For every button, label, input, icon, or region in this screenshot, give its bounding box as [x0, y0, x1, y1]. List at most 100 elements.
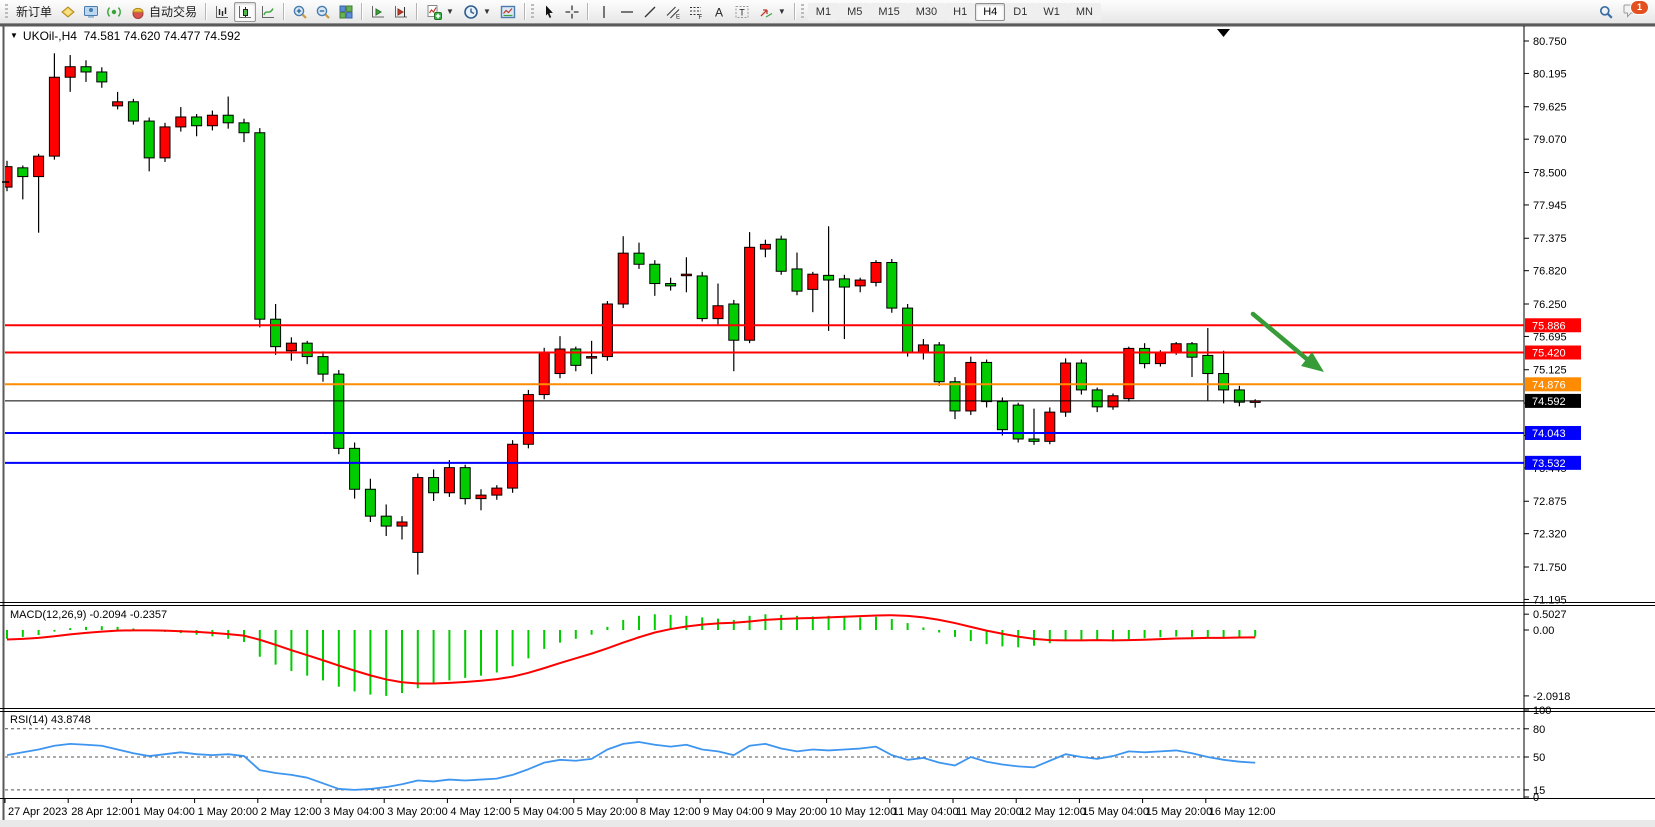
- timeframe-D1[interactable]: D1: [1005, 2, 1036, 21]
- zoom-in-button[interactable]: [289, 2, 311, 22]
- date-label: 8 May 12:00: [640, 806, 701, 818]
- separator: [283, 3, 286, 20]
- toolbar: 新订单 自动交易: [0, 0, 1655, 24]
- date-label: 12 May 12:00: [1019, 806, 1086, 818]
- candle: [412, 477, 424, 553]
- timeframe-W1[interactable]: W1: [1035, 2, 1068, 21]
- periods-button[interactable]: ▼: [459, 2, 495, 22]
- fibonacci-button[interactable]: F: [685, 2, 707, 22]
- price-axis-label: 75.125: [1533, 365, 1567, 377]
- candle: [491, 487, 503, 496]
- crosshair-button[interactable]: [561, 2, 583, 22]
- search-button[interactable]: [1595, 2, 1617, 22]
- candle: [206, 114, 218, 127]
- crosshair-icon: [565, 5, 579, 18]
- chat-button[interactable]: 1: [1623, 0, 1649, 22]
- auto-scroll-button[interactable]: [367, 2, 389, 22]
- timeframe-H1[interactable]: H1: [945, 2, 976, 21]
- toolbar-grip[interactable]: [5, 3, 8, 20]
- candle: [586, 356, 598, 359]
- price-axis-label: 72.875: [1533, 496, 1567, 508]
- price-axis-label: 78.500: [1533, 167, 1567, 179]
- separator: [793, 3, 796, 20]
- chart-background: [0, 24, 1655, 827]
- timeframe-H4[interactable]: H4: [975, 2, 1006, 21]
- signals-button[interactable]: [103, 2, 125, 22]
- arrows-objects-button[interactable]: ▼: [754, 2, 790, 22]
- toolbar-grip[interactable]: [530, 3, 534, 20]
- svg-text:74.876: 74.876: [1532, 379, 1566, 391]
- candle: [317, 356, 329, 375]
- new-order-button[interactable]: 新订单: [12, 2, 56, 22]
- timeframe-M15[interactable]: M15: [870, 2, 908, 21]
- candle: [744, 246, 756, 341]
- dropdown-arrow-icon: ▼: [777, 7, 786, 16]
- candle: [333, 373, 345, 449]
- toolbar-grip[interactable]: [800, 3, 804, 20]
- indicators-icon: [427, 4, 443, 20]
- rsi-axis-label: 80: [1533, 724, 1545, 736]
- dropdown-arrow-icon: ▼: [446, 7, 454, 16]
- templates-button[interactable]: [496, 2, 520, 22]
- price-badge: 75.886: [1525, 318, 1581, 333]
- macd-axis-label: -2.0918: [1533, 691, 1570, 703]
- terminal-button[interactable]: [80, 2, 102, 22]
- svg-text:75.420: 75.420: [1532, 348, 1566, 360]
- text-icon: A: [715, 5, 723, 19]
- candle: [680, 273, 692, 277]
- date-label: 2 May 12:00: [261, 806, 322, 818]
- candlestick-chart-button[interactable]: [234, 1, 257, 22]
- candle: [902, 307, 914, 354]
- text-label-button[interactable]: T: [731, 2, 753, 22]
- trend-arrow-annotation[interactable]: [1250, 311, 1324, 372]
- zoom-out-button[interactable]: [312, 2, 334, 22]
- candle: [1028, 438, 1040, 442]
- market-watch-button[interactable]: [57, 2, 79, 22]
- timeframe-toolbar: M1 M5 M15 M30 H1 H4 D1 W1 MN: [807, 2, 1101, 21]
- svg-text:T: T: [739, 7, 745, 17]
- separator: [416, 3, 419, 20]
- chart-shift-marker[interactable]: [1217, 29, 1230, 37]
- timeframe-M1[interactable]: M1: [807, 2, 840, 21]
- timeframe-MN[interactable]: MN: [1067, 2, 1101, 21]
- candle: [159, 126, 171, 159]
- price-axis-label: 80.195: [1533, 68, 1567, 80]
- price-axis-label: 77.945: [1533, 200, 1567, 212]
- candle: [143, 120, 155, 159]
- date-label: 11 May 04:00: [893, 806, 959, 818]
- collapse-arrow-icon[interactable]: ▼: [10, 31, 18, 40]
- ohlc-values: 74.581 74.620 74.477 74.592: [83, 29, 241, 43]
- tile-windows-button[interactable]: [335, 2, 357, 22]
- vertical-line-button[interactable]: [593, 2, 615, 22]
- auto-scroll-icon: [372, 5, 385, 17]
- candle: [665, 283, 677, 287]
- auto-trading-button[interactable]: 自动交易: [126, 2, 201, 22]
- candle: [554, 348, 566, 375]
- candle: [649, 263, 661, 285]
- line-chart-button[interactable]: [257, 2, 279, 22]
- zoom-in-icon: [293, 5, 307, 19]
- date-label: 15 May 04:00: [1082, 806, 1149, 818]
- tile-windows-icon: [339, 5, 353, 19]
- date-label: 16 May 12:00: [1209, 806, 1276, 818]
- equidistant-channel-button[interactable]: E: [662, 2, 684, 22]
- candle: [191, 116, 203, 127]
- indicators-button[interactable]: ▼: [422, 2, 458, 22]
- timeframe-M5[interactable]: M5: [839, 2, 871, 21]
- horizontal-line-button[interactable]: [616, 2, 638, 22]
- candle: [933, 344, 945, 383]
- trendline-button[interactable]: [639, 2, 661, 22]
- candle: [5, 166, 13, 188]
- bar-chart-button[interactable]: [211, 2, 233, 22]
- zoom-out-icon: [316, 5, 330, 19]
- candle: [917, 344, 929, 354]
- candlestick-icon: [239, 5, 252, 18]
- timeframe-M30[interactable]: M30: [907, 2, 946, 21]
- separator: [586, 3, 589, 20]
- chart-shift-button[interactable]: [390, 2, 412, 22]
- cursor-button[interactable]: [538, 2, 560, 22]
- text-button[interactable]: A: [708, 2, 730, 22]
- line-chart-icon: [262, 5, 275, 18]
- candle: [1012, 404, 1024, 440]
- date-label: 10 May 12:00: [830, 806, 897, 818]
